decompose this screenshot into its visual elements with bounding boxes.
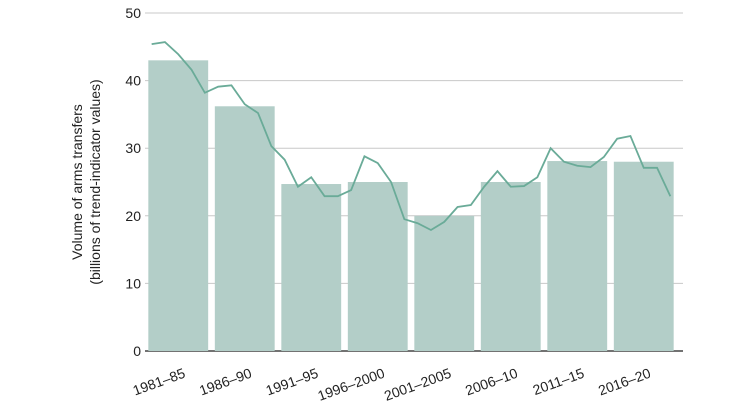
y-label-line: Volume of arms transfers [69,104,85,260]
y-tick-label: 20 [125,208,141,224]
line [151,41,672,232]
bar [480,182,541,351]
bar [613,161,674,351]
bar [281,184,342,351]
y-tick-label: 50 [125,5,141,21]
x-tick-label: 1986–90 [197,365,254,399]
bar [547,161,608,351]
x-tick-label: 2011–15 [531,365,587,398]
bar [214,106,275,352]
y-tick-label: 30 [125,140,141,156]
y-tick-label: 0 [133,343,141,359]
bar [347,182,408,351]
y-axis-title: Volume of arms transfers (billions of tr… [69,79,103,284]
x-tick-label: 1996–2000 [315,365,387,404]
bar [148,60,209,351]
x-tick-label: 2006–10 [463,365,520,399]
x-tick-label: 2016–20 [596,365,653,399]
bar [414,215,475,351]
y-label-line: (billions of trend-indicator values) [87,79,103,284]
x-tick-label: 1981–85 [131,365,188,399]
x-tick-label: 2001–2005 [382,365,454,404]
y-tick-label: 40 [125,73,141,89]
x-tick-label: 1991–95 [264,365,321,399]
y-tick-label: 10 [125,275,141,291]
